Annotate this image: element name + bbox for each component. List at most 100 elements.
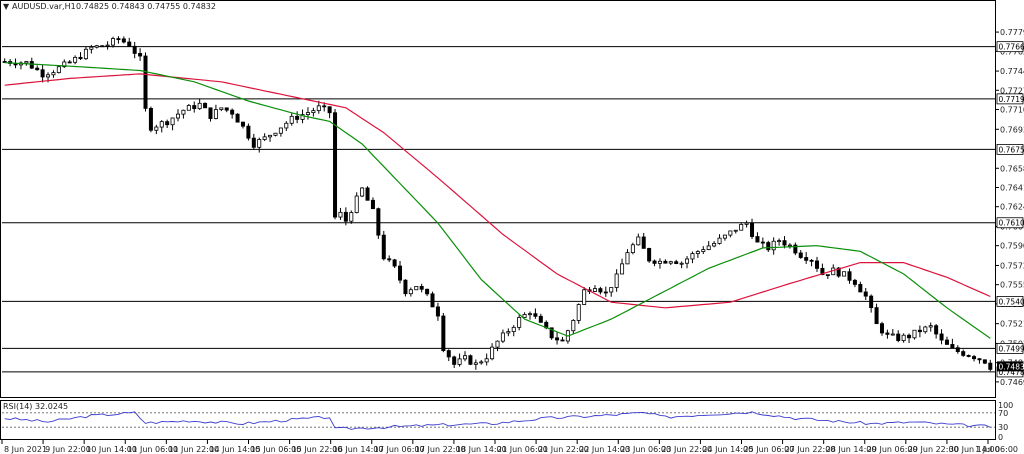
candle-body: [695, 251, 700, 254]
candle-body: [798, 252, 803, 258]
candle-body: [100, 45, 105, 48]
candle-body: [706, 245, 711, 251]
candle-body: [560, 339, 565, 342]
candle-body: [787, 244, 792, 247]
candle-body: [636, 236, 641, 246]
candle-body: [40, 69, 45, 78]
candle-body: [533, 313, 538, 317]
x-tick-label-3: 11 Jun 06:00: [127, 445, 178, 454]
candle-body: [576, 304, 581, 321]
candle-body: [316, 105, 321, 112]
candle-body: [338, 211, 343, 218]
candle-body: [728, 230, 733, 236]
candle-body: [67, 61, 72, 64]
candle-body: [647, 248, 652, 262]
candle-body: [701, 249, 706, 252]
y-tick-label-8: 0.76245: [1000, 203, 1024, 212]
candle-body: [311, 110, 316, 114]
candle-body: [663, 260, 668, 264]
candle-body: [381, 234, 386, 260]
x-tick-label-10: 17 Jun 22:00: [415, 445, 466, 454]
rsi-tick-label-0: 100: [998, 401, 1013, 410]
candle-body: [78, 56, 83, 60]
candle-body: [815, 260, 820, 269]
candle-body: [896, 333, 901, 341]
candle-body: [825, 274, 830, 277]
candle-body: [500, 332, 505, 342]
candle-body: [62, 61, 67, 68]
candle-body: [430, 293, 435, 308]
candle-body: [592, 288, 597, 292]
last-price-tag: [997, 361, 1023, 372]
candle-body: [414, 285, 419, 291]
level-tag-label-0: 0.77661: [999, 43, 1024, 52]
y-tick-label-7: 0.76415: [1000, 183, 1024, 192]
level-tag-box: [996, 93, 1024, 105]
candle-body: [630, 244, 635, 254]
x-tick-label-12: 21 Jun 06:00: [497, 445, 548, 454]
candle-body: [657, 260, 662, 264]
x-tick-label-24: 1 Jul 06:00: [975, 445, 1018, 454]
last-price-label: 0.74832: [999, 362, 1024, 371]
candle-body: [370, 199, 375, 210]
x-tick-label-21: 29 Jun 06:00: [867, 445, 918, 454]
candle-body: [820, 267, 825, 276]
x-tick-label-0: 8 Jun 2021: [4, 445, 47, 454]
x-tick-label-23: 30 Jun 14:00: [949, 445, 1000, 454]
candle-body: [143, 55, 148, 109]
candle-body: [365, 187, 370, 201]
level-tag-box: [996, 296, 1024, 307]
candle-body: [793, 244, 798, 254]
candle-body: [295, 115, 300, 120]
candle-body: [614, 273, 619, 288]
candle-body: [452, 356, 457, 365]
candle-body: [181, 109, 186, 115]
candle-body: [468, 355, 473, 365]
candle-body: [977, 358, 982, 361]
level-tag-box: [996, 217, 1024, 229]
candle-body: [224, 107, 229, 111]
candle-body: [966, 355, 971, 357]
candle-body: [603, 291, 608, 294]
candle-body: [213, 109, 218, 119]
candle-body: [24, 61, 29, 64]
candle-body: [121, 38, 126, 43]
x-tick-label-19: 27 Jun 22:00: [785, 445, 836, 454]
candle-body: [852, 279, 857, 285]
candle-body: [159, 121, 164, 128]
x-tick-label-8: 16 Jun 14:00: [333, 445, 384, 454]
candle-body: [668, 261, 673, 264]
x-tick-label-17: 24 Jun 14:00: [702, 445, 753, 454]
level-tag-label-2: 0.76752: [999, 145, 1024, 154]
candle-body: [858, 284, 863, 293]
candle-body: [522, 314, 527, 318]
candle-body: [739, 223, 744, 231]
candle-body: [408, 289, 413, 295]
candle-body: [760, 241, 765, 244]
candle-body: [83, 48, 88, 60]
candle-body: [571, 320, 576, 332]
candle-body: [479, 361, 484, 364]
rsi-tick-label-2: 30: [998, 423, 1008, 432]
x-tick-label-9: 17 Jun 06:00: [374, 445, 425, 454]
candle-body: [750, 222, 755, 237]
x-tick-label-4: 11 Jun 22:00: [168, 445, 219, 454]
candle-body: [685, 258, 690, 264]
candle-body: [387, 258, 392, 261]
candle-body: [495, 340, 500, 348]
rsi-label: RSI(14): [3, 402, 32, 411]
candle-body: [506, 331, 511, 334]
candle-body: [425, 288, 430, 295]
candle-body: [771, 240, 776, 251]
x-tick-label-20: 28 Jun 14:00: [826, 445, 877, 454]
candle-body: [917, 329, 922, 333]
collapse-triangle-icon[interactable]: ▼: [3, 2, 10, 11]
candle-body: [284, 122, 289, 129]
x-tick-label-7: 15 Jun 22:00: [292, 445, 343, 454]
level-tag-label-1: 0.77199: [999, 95, 1024, 104]
candle-body: [674, 261, 679, 264]
rsi-value: 32.0245: [35, 402, 68, 411]
candle-body: [132, 45, 137, 54]
candle-body: [527, 313, 532, 316]
candle-body: [203, 102, 208, 109]
